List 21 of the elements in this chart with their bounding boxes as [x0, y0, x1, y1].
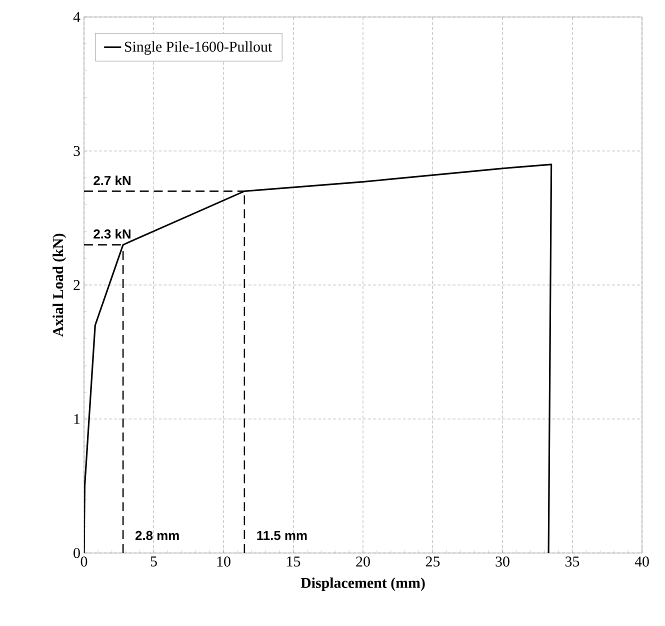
x-tick-label: 20 — [356, 556, 370, 567]
legend-label: Single Pile-1600-Pullout — [124, 41, 272, 55]
y-tick-label: 2 — [74, 280, 80, 290]
x-tick-label: 25 — [426, 556, 440, 567]
x-tick-label: 40 — [634, 556, 649, 567]
x-tick-label: 35 — [566, 556, 580, 567]
y-tick-label: 0 — [74, 548, 80, 558]
ref-line-label: 2.7 kN — [94, 176, 130, 185]
ref-line-label: 2.3 kN — [94, 229, 130, 239]
x-tick-label: 15 — [287, 556, 300, 567]
x-tick-label: 10 — [217, 556, 230, 567]
y-tick-label: 1 — [74, 414, 80, 424]
y-tick-label: 4 — [73, 12, 80, 22]
ref-line-label: 2.8 mm — [135, 530, 179, 540]
y-axis-title: Axial Load (kN) — [52, 234, 66, 337]
x-tick-label: 0 — [80, 556, 88, 567]
x-tick-label: 5 — [150, 556, 157, 566]
x-tick-label: 30 — [496, 556, 510, 567]
ref-line-label: 11.5 mm — [257, 531, 307, 540]
y-tick-label: 3 — [74, 146, 80, 156]
x-axis-title: Displacement (mm) — [300, 577, 425, 591]
